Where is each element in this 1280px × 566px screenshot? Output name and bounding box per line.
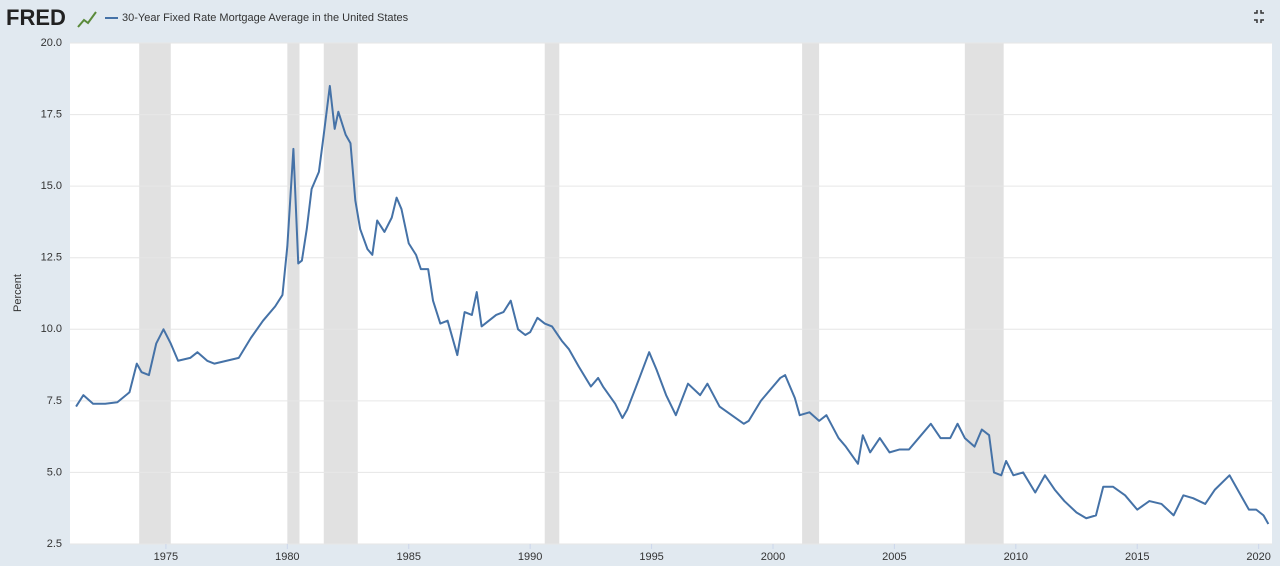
- recession-band: [323, 43, 358, 544]
- y-tick-label: 5.0: [47, 466, 62, 478]
- y-tick-label: 12.5: [41, 252, 62, 264]
- logo: FRED: [6, 5, 66, 30]
- y-tick-label: 17.5: [41, 108, 62, 120]
- logo-icon: [77, 11, 97, 28]
- x-tick-label: 1985: [397, 551, 421, 563]
- recession-band: [802, 43, 820, 544]
- x-tick-label: 2015: [1125, 551, 1149, 563]
- x-tick-label: 2010: [1004, 551, 1028, 563]
- recession-band: [287, 43, 300, 544]
- recession-band: [544, 43, 560, 544]
- fullscreen-icon[interactable]: [1254, 10, 1264, 23]
- x-tick-label: 1995: [639, 551, 663, 563]
- x-tick-label: 2005: [882, 551, 906, 563]
- x-tick-label: 2000: [761, 551, 785, 563]
- legend-label: 30-Year Fixed Rate Mortgage Average in t…: [122, 12, 409, 24]
- y-tick-label: 2.5: [47, 538, 62, 550]
- y-axis-label: Percent: [12, 274, 24, 312]
- y-tick-label: 15.0: [41, 180, 62, 192]
- x-tick-label: 1975: [154, 551, 178, 563]
- x-tick-label: 2020: [1246, 551, 1270, 563]
- x-tick-label: 1990: [518, 551, 542, 563]
- recession-band: [964, 43, 1004, 544]
- y-tick-label: 20.0: [41, 37, 62, 49]
- recession-band: [139, 43, 171, 544]
- x-tick-label: 1980: [275, 551, 299, 563]
- data-line: [75, 84, 1270, 525]
- plot-area: [70, 43, 1272, 544]
- y-tick-label: 10.0: [41, 323, 62, 335]
- y-tick-label: 7.5: [47, 395, 62, 407]
